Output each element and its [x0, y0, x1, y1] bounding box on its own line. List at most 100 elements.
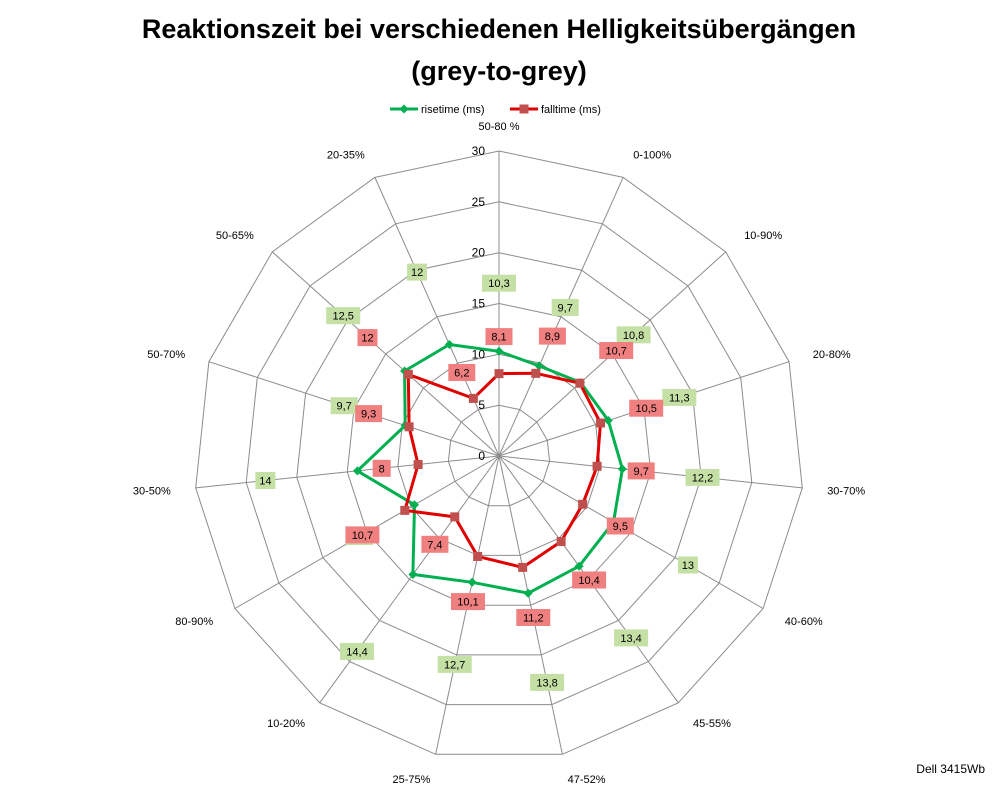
- falltime-point: [400, 505, 410, 515]
- legend-marker-risetime: [399, 104, 409, 114]
- falltime-data-label: 12: [361, 333, 373, 345]
- grid-ring: [397, 353, 601, 556]
- risetime-data-label: 12: [411, 267, 423, 279]
- risetime-label-box: [482, 274, 516, 292]
- grid-spoke: [271, 251, 500, 457]
- falltime-data-label: 9,5: [613, 521, 628, 533]
- grid-spoke: [498, 177, 624, 457]
- falltime-label-box: [627, 462, 655, 480]
- risetime-data-label: 13: [682, 560, 694, 572]
- series-lines: [352, 340, 627, 598]
- risetime-data-label: 14: [259, 476, 271, 488]
- chart-title-line1: Reaktionszeit bei verschiedenen Helligke…: [142, 14, 856, 44]
- risetime-label-box: [326, 307, 361, 325]
- falltime-point: [403, 369, 413, 379]
- legend-label-falltime: falltime (ms): [541, 104, 601, 116]
- risetime-label-box: [614, 629, 649, 647]
- falltime-data-label: 10,7: [352, 530, 373, 542]
- category-label: 80-90%: [175, 616, 213, 628]
- category-label: 30-70%: [827, 486, 865, 498]
- grid-ring: [195, 150, 803, 755]
- falltime-point: [473, 551, 483, 561]
- grid-ring: [346, 302, 652, 606]
- category-label: 10-90%: [744, 230, 782, 242]
- falltime-point: [592, 461, 602, 471]
- falltime-label-box: [599, 342, 634, 359]
- risetime-label-box: [551, 298, 579, 316]
- falltime-data-label: 8,1: [491, 332, 506, 344]
- risetime-point: [408, 569, 418, 579]
- category-label: 0-100%: [633, 150, 671, 162]
- radar-grid: [195, 150, 803, 755]
- falltime-data-label: 8,9: [545, 331, 560, 343]
- falltime-label-box: [357, 329, 378, 347]
- falltime-point: [575, 378, 585, 388]
- risetime-label-box: [255, 472, 276, 489]
- grid-spoke: [319, 455, 500, 704]
- falltime-data-label: 10,5: [635, 403, 656, 415]
- risetime-point: [494, 346, 504, 356]
- falltime-point: [494, 369, 504, 379]
- falltime-point: [450, 512, 460, 522]
- grid-spoke: [498, 455, 563, 755]
- falltime-label-box: [355, 405, 383, 423]
- radial-tick-label: 10: [472, 347, 486, 361]
- category-label: 30-50%: [133, 486, 171, 498]
- data-labels: 10,39,710,811,312,21313,413,812,714,49,6…: [255, 263, 720, 691]
- risetime-point: [617, 464, 627, 474]
- footer-text: Dell 3415Wb: [916, 762, 985, 776]
- risetime-label-box: [685, 468, 720, 486]
- falltime-label-box: [372, 459, 391, 477]
- falltime-data-label: 10,1: [457, 597, 478, 609]
- chart-title-line2: (grey-to-grey): [411, 56, 587, 86]
- falltime-label-box: [538, 327, 566, 345]
- falltime-point: [531, 368, 541, 378]
- falltime-point: [556, 537, 566, 547]
- risetime-label-box: [530, 673, 565, 691]
- legend-item-risetime: risetime (ms): [390, 104, 485, 116]
- risetime-data-label: 9,7: [337, 401, 352, 413]
- risetime-data-label: 12,2: [692, 472, 713, 484]
- falltime-point: [404, 422, 414, 432]
- falltime-point: [578, 499, 588, 509]
- grid-ring: [245, 201, 753, 706]
- risetime-data-label: 12,7: [444, 659, 465, 671]
- falltime-data-label: 11,2: [523, 613, 544, 625]
- legend-label-risetime: risetime (ms): [421, 104, 485, 116]
- risetime-point: [603, 415, 613, 425]
- category-label: 10-20%: [267, 718, 305, 730]
- risetime-label-box: [437, 655, 472, 673]
- category-label: 47-52%: [568, 774, 606, 786]
- category-label: 45-55%: [693, 718, 731, 730]
- falltime-point: [596, 418, 606, 428]
- series-line-falltime: [403, 371, 602, 569]
- risetime-point: [523, 588, 533, 598]
- falltime-label-box: [516, 609, 551, 626]
- falltime-label-box: [629, 399, 664, 417]
- grid-spoke: [195, 455, 500, 489]
- falltime-point: [413, 460, 423, 470]
- risetime-data-label: 14,4: [346, 646, 367, 658]
- risetime-label-box: [340, 642, 374, 660]
- category-label: 25-75%: [392, 774, 430, 786]
- risetime-point: [409, 500, 419, 510]
- risetime-point: [444, 340, 454, 350]
- radial-tick-labels: 0 5 10 15 20 25 30: [472, 144, 486, 463]
- radial-tick-label: 30: [472, 144, 486, 158]
- falltime-point: [468, 393, 478, 403]
- risetime-label-box: [662, 388, 697, 406]
- falltime-data-label: 8: [379, 463, 385, 475]
- falltime-data-label: 9,7: [634, 466, 649, 478]
- risetime-label-box: [677, 556, 698, 574]
- category-label: 50-70%: [147, 349, 185, 361]
- risetime-data-label: 12,5: [332, 311, 353, 323]
- falltime-label-box: [451, 593, 485, 611]
- falltime-label-box: [421, 535, 449, 553]
- radial-tick-label: 5: [478, 398, 485, 412]
- category-labels: 50-80 % 0-100% 10-90% 20-80% 30-70% 40-60% 45-…: [133, 121, 865, 786]
- falltime-data-label: 9,3: [361, 409, 376, 421]
- legend-item-falltime: falltime (ms): [510, 104, 601, 116]
- falltime-data-label: 10,7: [605, 346, 626, 358]
- falltime-label-box: [448, 364, 476, 381]
